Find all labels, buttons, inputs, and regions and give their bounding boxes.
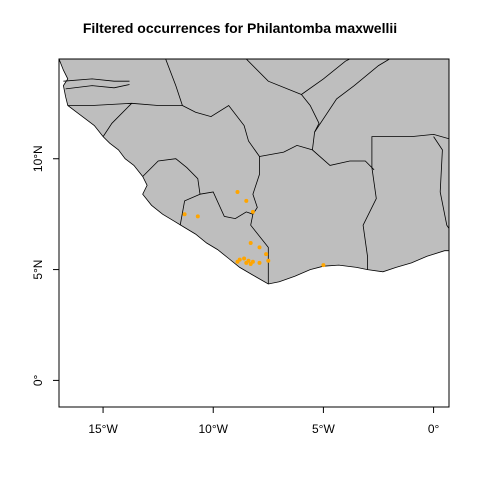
occurrence-point [266,258,271,263]
occurrence-point [195,214,200,219]
country-border [65,84,130,90]
occurrence-point [235,190,240,194]
occurrence-point [244,198,249,203]
map-title: Filtered occurrences for Philantomba max… [82,20,398,36]
y-tick-label: 5°N [31,260,45,280]
occurrence-point [182,212,187,217]
x-tick-label: 15°W [88,422,118,436]
plot-frame [58,58,450,408]
country-border [245,59,302,95]
country-borders [63,59,449,284]
occurrence-point [235,259,240,264]
occurrence-point [321,263,326,268]
occurrence-point [250,209,255,214]
country-border [371,133,449,168]
country-border [199,191,269,284]
occurrence-point [244,260,249,265]
occurrence-point [248,241,253,245]
y-tick-label: 0° [31,374,45,386]
occurrence-point [257,260,262,265]
country-border [165,59,183,106]
x-tick-label: 5°W [312,422,335,436]
y-tick-label: 10°N [31,145,45,172]
occurrence-point [264,252,269,257]
country-border [252,156,260,215]
occurrence-point [242,256,247,261]
country-border [63,78,130,82]
y-axis: 10°N 5°N 0° [31,145,59,386]
occurrence-point [248,262,253,266]
occurrence-point [257,245,262,250]
country-border [142,158,201,226]
country-border [102,103,132,137]
land-mass [59,59,449,285]
country-border [433,136,449,230]
occurrence-points [182,190,326,268]
x-tick-label: 10°W [198,422,228,436]
country-border [259,144,375,171]
country-border [362,167,377,270]
country-border [182,104,260,157]
x-tick-label: 0° [428,422,440,436]
x-axis: 15°W 10°W 5°W 0° [88,407,440,436]
